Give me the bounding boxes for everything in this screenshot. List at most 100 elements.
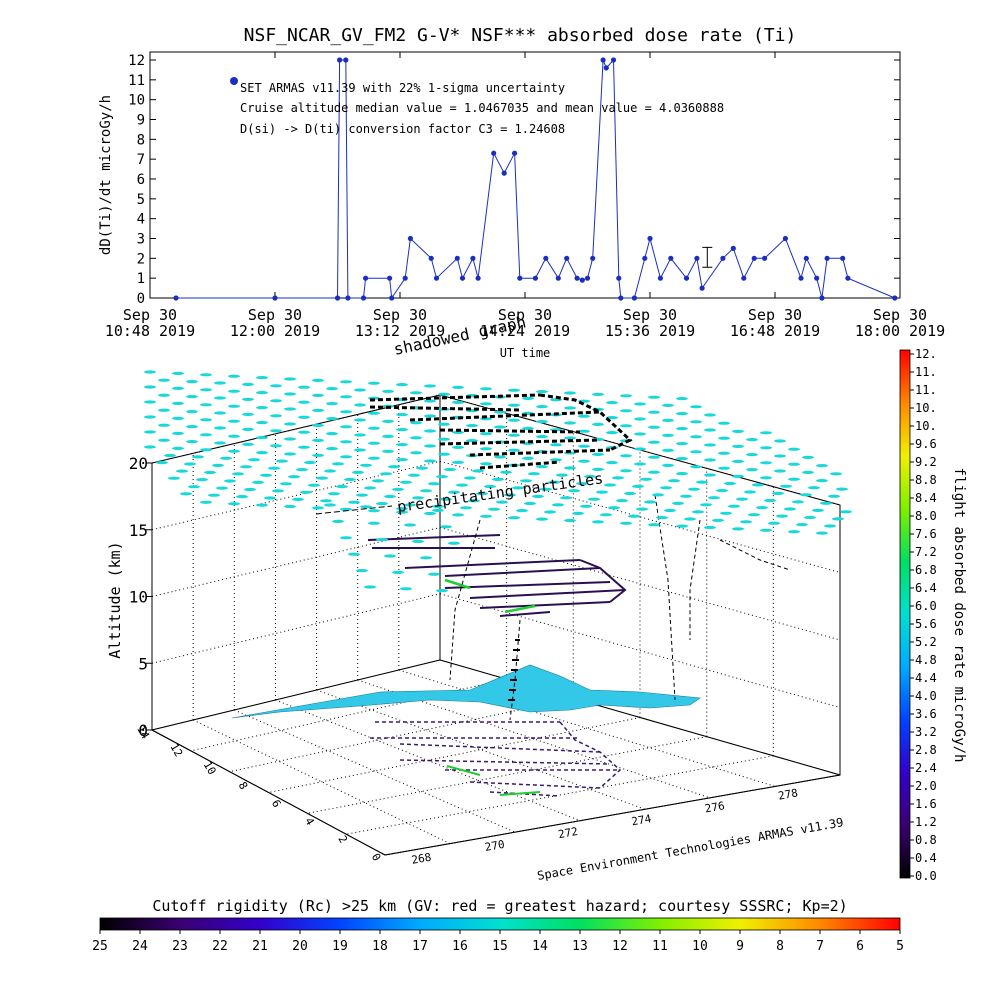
cutoff-dash	[408, 473, 420, 477]
cutoff-dash	[732, 429, 744, 433]
cutoff-dash	[704, 473, 716, 477]
cutoff-dash	[368, 521, 380, 525]
cutoff-dash	[340, 455, 352, 459]
cutoff-dash	[186, 440, 198, 444]
cutoff-dash	[564, 406, 576, 410]
dose-tick-label: 8.4	[915, 491, 937, 505]
cutoff-dash	[186, 425, 198, 429]
dose-tick-label: 11.	[915, 383, 937, 397]
cutoff-dash	[158, 408, 170, 412]
cutoff-dash	[592, 520, 604, 524]
cutoff-dash	[824, 524, 836, 528]
cutoff-dash	[158, 393, 170, 397]
floor-gridline	[398, 669, 776, 787]
cutoff-dash	[736, 497, 748, 501]
cutoff-dash	[748, 513, 760, 517]
dose-rate-point	[574, 275, 580, 281]
cutoff-dash	[480, 514, 492, 518]
cutoff-dash	[620, 409, 632, 413]
dose-tick-label: 7.6	[915, 527, 937, 541]
cutoff-dash	[584, 474, 596, 479]
cutoff-dash	[840, 510, 852, 514]
cutoff-dash	[496, 500, 508, 504]
cutoff-dash	[328, 492, 340, 496]
cutoff-dash	[672, 501, 684, 505]
legend-marker	[230, 77, 238, 85]
cutoff-tick-label: 23	[172, 939, 188, 954]
dose-rate-point	[555, 275, 561, 281]
cutoff-dash	[580, 504, 592, 508]
dose-tick-label: 8.0	[915, 509, 937, 523]
cutoff-dash	[158, 378, 170, 382]
cutoff-dash	[270, 414, 282, 418]
cutoff-dash	[532, 494, 544, 498]
dose-rate-point	[845, 275, 851, 281]
cutoff-tick-label: 5	[896, 939, 904, 954]
cutoff-dash	[438, 422, 450, 426]
cutoff-dash	[340, 425, 352, 429]
dose-rate-point	[819, 295, 825, 301]
cutoff-dash	[340, 395, 352, 399]
floor-grid	[190, 669, 776, 845]
cutoff-tick-label: 24	[132, 939, 148, 954]
cutoff-dash	[676, 472, 688, 476]
dose-tick-label: 3.2	[915, 725, 937, 739]
cutoff-dash	[636, 507, 648, 511]
cutoff-dash	[656, 516, 668, 520]
cutoff-dash	[298, 415, 310, 419]
cutoff-dash	[476, 492, 488, 496]
longitude-tick-label: 270	[484, 838, 506, 854]
cutoff-tick-label: 16	[452, 939, 468, 954]
cutoff-dash	[268, 466, 280, 470]
cutoff-dash	[396, 507, 408, 511]
y-tick-label: 9	[137, 113, 145, 129]
dose-rate-point	[584, 275, 591, 281]
altitude-axis: 0 5 10 15 20	[129, 454, 152, 740]
dose-rate-point	[590, 255, 596, 261]
cutoff-dash	[228, 502, 240, 506]
cutoff-tick-label: 15	[492, 939, 508, 954]
x-tick-label-date: Sep 30	[623, 306, 677, 324]
cutoff-dash	[494, 425, 506, 429]
front-edge-right	[384, 774, 841, 856]
cutoff-dash	[648, 470, 660, 474]
cutoff-dash	[812, 508, 824, 512]
cutoff-dash	[348, 552, 360, 556]
dose-tick-label: 6.8	[915, 563, 937, 577]
cutoff-dash	[732, 474, 744, 478]
x-tick-label-time: 18:00 2019	[855, 322, 945, 340]
cutoff-tick-label: 7	[816, 939, 824, 954]
x-tick-label-date: Sep 30	[748, 306, 802, 324]
cutoff-dash	[452, 430, 464, 434]
cutoff-dash	[144, 370, 156, 374]
land-mass	[231, 664, 701, 719]
cutoff-dash	[288, 475, 300, 479]
cutoff-dash	[560, 496, 572, 500]
dose-rate-point	[892, 295, 898, 301]
cutoff-dash	[564, 421, 576, 425]
cutoff-dash	[332, 519, 344, 524]
cutoff-dash	[424, 444, 436, 448]
dose-rate-point	[402, 275, 408, 281]
cutoff-tick-label: 8	[776, 939, 784, 954]
cutoff-tick-label: 9	[736, 939, 744, 954]
cutoff-dash	[326, 417, 338, 421]
cutoff-dash	[336, 485, 348, 489]
front-edge-left	[151, 729, 386, 856]
shadow-green-segment	[446, 765, 541, 796]
cutoff-dash	[186, 380, 198, 384]
cutoff-dash	[192, 455, 204, 459]
cutoff-dash	[662, 463, 674, 467]
dose-rate-point	[741, 275, 747, 281]
cutoff-dash	[572, 511, 584, 515]
cutoff-dash	[552, 503, 564, 507]
cutoff-dash	[652, 493, 664, 497]
cutoff-dash	[158, 423, 170, 427]
longitude-tick-label: 276	[704, 799, 726, 815]
y-tick-label: 8	[137, 132, 145, 148]
cutoff-dash	[348, 500, 360, 504]
cutoff-dash	[776, 514, 788, 518]
cutoff-dash	[424, 459, 436, 463]
cutoff-dash	[354, 433, 366, 437]
